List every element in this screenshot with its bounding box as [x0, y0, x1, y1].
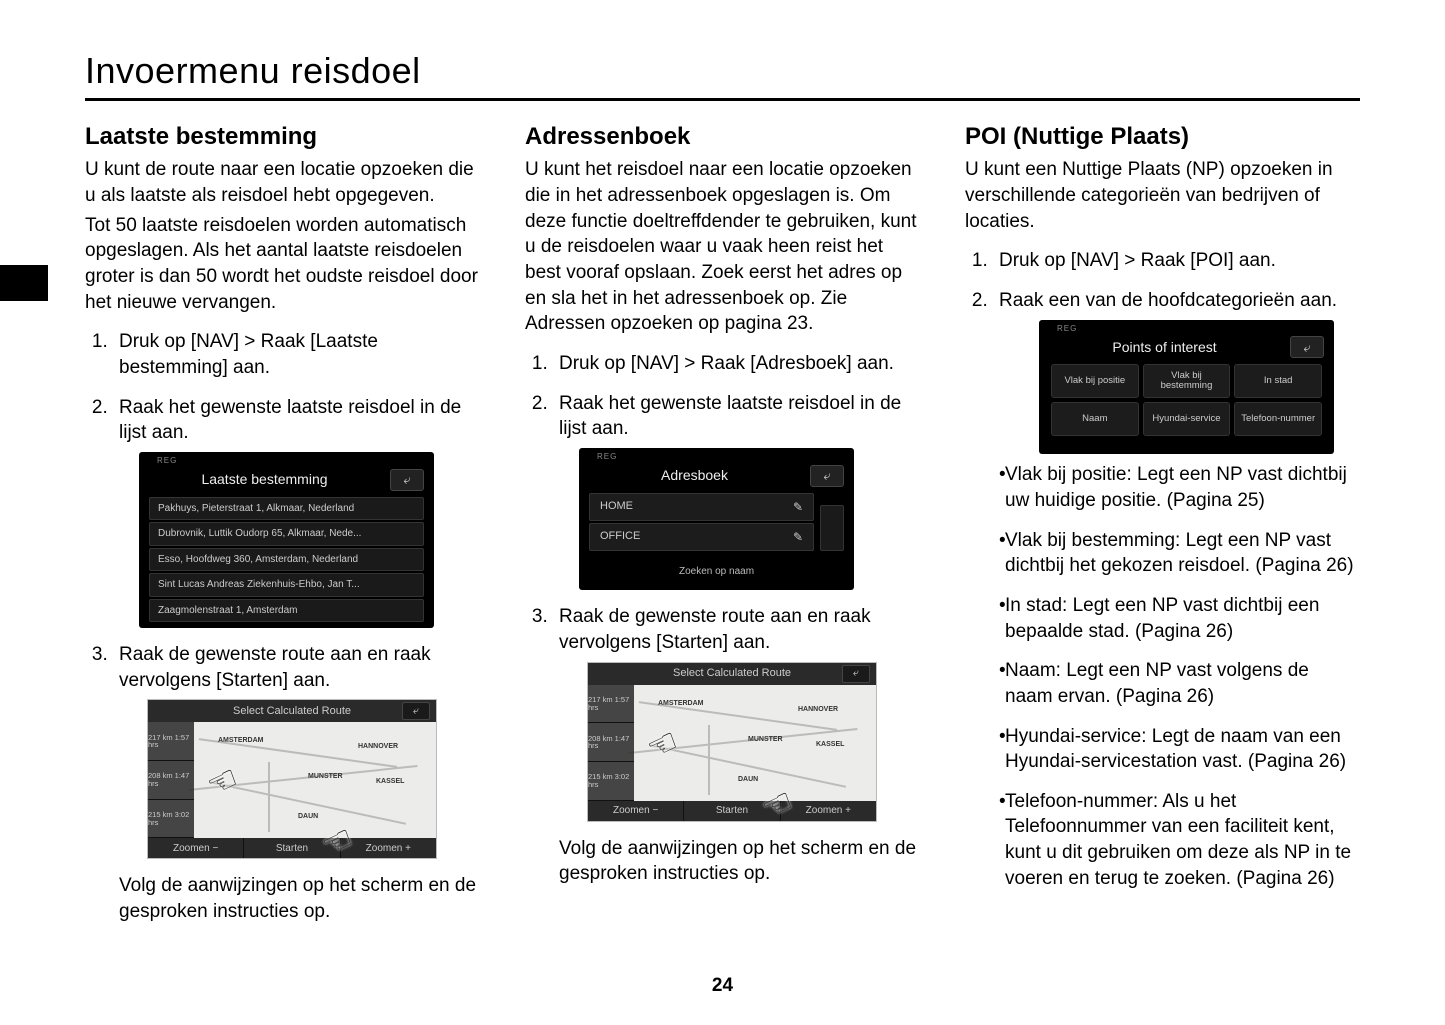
step-2-text: Raak een van de hoofdcategorieën aan. [999, 290, 1337, 311]
addr-label: OFFICE [600, 529, 640, 544]
destination-list: Pakhuys, Pieterstraat 1, Alkmaar, Nederl… [139, 497, 434, 623]
map-bottom-bar: Zoomen − Starten Zoomen + [148, 838, 436, 858]
map-title-bar: Select Calculated Route ⤶ [148, 700, 436, 722]
list-item: Dubrovnik, Luttik Oudorp 65, Alkmaar, Ne… [149, 522, 424, 546]
back-icon: ⤶ [390, 469, 424, 491]
route-option: 217 km 1:57 hrs [148, 722, 194, 761]
list-item: OFFICE ✎ [589, 523, 814, 551]
poi-category: Telefoon-nummer [1234, 402, 1322, 436]
zoom-in-button: Zoomen + [781, 801, 876, 821]
step-2-text: Raak het gewenste laatste reisdoel in de… [119, 397, 461, 444]
step-3: Raak de gewenste route aan en raak vervo… [113, 642, 480, 925]
addr-label: HOME [600, 499, 633, 514]
map-title: Select Calculated Route [233, 704, 351, 719]
intro-text: U kunt de route naar een locatie opzoeke… [85, 157, 480, 208]
zoom-out-button: Zoomen − [148, 838, 244, 858]
poi-category-grid: Vlak bij positie Vlak bij bestemming In … [1039, 364, 1334, 436]
poi-bullet: Vlak bij bestemming: Legt een NP vast di… [999, 528, 1360, 579]
step-2-text: Raak het gewenste laatste reisdoel in de… [559, 393, 901, 440]
screenshot-address-book: REG Adresboek ⤶ HOME ✎ OFFICE ✎ [579, 448, 854, 591]
route-option: 217 km 1:57 hrs [588, 685, 634, 724]
page-number: 24 [0, 975, 1445, 997]
poi-category: In stad [1234, 364, 1322, 398]
follow-instructions: Volg de aanwijzingen op het scherm en de… [119, 873, 480, 924]
poi-bullet: Hyundai-service: Legt de naam van een Hy… [999, 724, 1360, 775]
start-button: Starten [684, 801, 780, 821]
map-bottom-bar: Zoomen − Starten Zoomen + [588, 801, 876, 821]
route-option: 208 km 1:47 hrs [588, 723, 634, 762]
col-poi: POI (Nuttige Plaats) U kunt een Nuttige … [965, 121, 1360, 939]
start-button: Starten [244, 838, 340, 858]
map-title-bar: Select Calculated Route ⤶ [588, 663, 876, 685]
step-3-text: Raak de gewenste route aan en raak vervo… [119, 644, 431, 691]
screenshot-map-route: Select Calculated Route ⤶ AMSTERDAM HANN… [147, 699, 437, 859]
edit-icon: ✎ [793, 499, 803, 515]
screenshot-map-route: Select Calculated Route ⤶ AMSTERDAM HANN… [587, 662, 877, 822]
back-icon: ⤶ [402, 702, 430, 720]
back-icon: ⤶ [842, 665, 870, 683]
step-3: Raak de gewenste route aan en raak vervo… [553, 604, 920, 887]
search-by-name: Zoeken op naam [579, 553, 854, 587]
list-item: HOME ✎ [589, 493, 814, 521]
poi-bullet: Vlak bij positie: Legt een NP vast dicht… [999, 462, 1360, 513]
poi-category: Naam [1051, 402, 1139, 436]
reg-label: REG [579, 448, 854, 465]
heading-address-book: Adressenboek [525, 121, 920, 153]
screen-title: Laatste bestemming [139, 470, 390, 489]
poi-category: Hyundai-service [1143, 402, 1231, 436]
heading-last-destination: Laatste bestemming [85, 121, 480, 153]
edit-icon: ✎ [793, 529, 803, 545]
screen-title: Points of interest [1039, 338, 1290, 357]
poi-category: Vlak bij positie [1051, 364, 1139, 398]
step-2: Raak het gewenste laatste reisdoel in de… [553, 391, 920, 591]
poi-descriptions: Vlak bij positie: Legt een NP vast dicht… [999, 462, 1360, 891]
poi-bullet: Telefoon-nummer: Als u het Telefoonnumme… [999, 789, 1360, 892]
step-1: Druk op [NAV] > Raak [Adresboek] aan. [553, 351, 920, 377]
zoom-out-button: Zoomen − [588, 801, 684, 821]
col-last-destination: Laatste bestemming U kunt de route naar … [85, 121, 480, 939]
back-icon: ⤶ [1290, 336, 1324, 358]
route-option: 215 km 3:02 hrs [588, 762, 634, 801]
back-icon: ⤶ [810, 465, 844, 487]
content-columns: Laatste bestemming U kunt de route naar … [85, 121, 1360, 939]
map-title: Select Calculated Route [673, 666, 791, 681]
list-item: Zaagmolenstraat 1, Amsterdam [149, 599, 424, 623]
zoom-in-button: Zoomen + [341, 838, 436, 858]
step-3-text: Raak de gewenste route aan en raak vervo… [559, 606, 871, 653]
step-1: Druk op [NAV] > Raak [POI] aan. [993, 248, 1360, 274]
heading-poi: POI (Nuttige Plaats) [965, 121, 1360, 153]
reg-label: REG [1039, 320, 1334, 337]
route-option: 208 km 1:47 hrs [148, 761, 194, 800]
list-item: Pakhuys, Pieterstraat 1, Alkmaar, Nederl… [149, 497, 424, 521]
page-title: Invoermenu reisdoel [85, 50, 1360, 101]
reg-label: REG [139, 452, 434, 469]
poi-bullet: Naam: Legt een NP vast volgens de naam e… [999, 658, 1360, 709]
col-address-book: Adressenboek U kunt het reisdoel naar ee… [525, 121, 920, 939]
list-item: Sint Lucas Andreas Ziekenhuis-Ehbo, Jan … [149, 573, 424, 597]
side-tab [0, 265, 48, 301]
screen-title: Adresboek [579, 466, 810, 485]
route-options-sidebar: 217 km 1:57 hrs 208 km 1:47 hrs 215 km 3… [148, 722, 194, 838]
follow-instructions: Volg de aanwijzingen op het scherm en de… [559, 836, 920, 887]
intro-text: U kunt een Nuttige Plaats (NP) opzoeken … [965, 157, 1360, 234]
route-options-sidebar: 217 km 1:57 hrs 208 km 1:47 hrs 215 km 3… [588, 685, 634, 801]
step-1: Druk op [NAV] > Raak [Laatste bestemming… [113, 329, 480, 380]
intro-text: Tot 50 laatste reisdoelen worden automat… [85, 213, 480, 316]
poi-bullet: In stad: Legt een NP vast dichtbij een b… [999, 593, 1360, 644]
step-2: Raak het gewenste laatste reisdoel in de… [113, 395, 480, 629]
list-item: Esso, Hoofdweg 360, Amsterdam, Nederland [149, 548, 424, 572]
screenshot-last-destination: REG Laatste bestemming ⤶ Pakhuys, Pieter… [139, 452, 434, 628]
intro-text: U kunt het reisdoel naar een locatie opz… [525, 157, 920, 336]
route-option: 215 km 3:02 hrs [148, 800, 194, 839]
address-list: HOME ✎ OFFICE ✎ [579, 493, 854, 551]
poi-category: Vlak bij bestemming [1143, 364, 1231, 398]
scrollbar [820, 505, 844, 551]
step-2: Raak een van de hoofdcategorieën aan. RE… [993, 288, 1360, 891]
screenshot-poi: REG Points of interest ⤶ Vlak bij positi… [1039, 320, 1334, 455]
